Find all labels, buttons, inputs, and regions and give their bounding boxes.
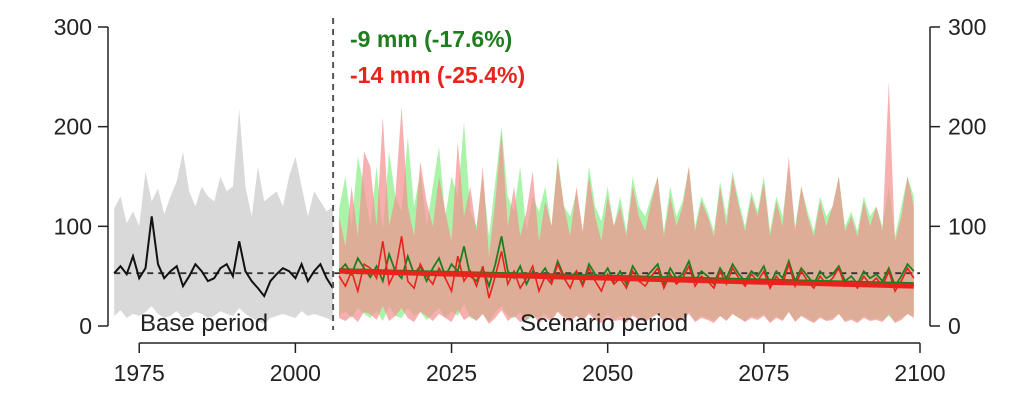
axes: 0 0 100 100 200 200 300 300 1975 2000 2025 2050 2075… [54,14,987,386]
x-tick-label: 2050 [582,360,633,386]
x-tick-label: 2075 [738,360,789,386]
x-tick-label: 2000 [270,360,321,386]
y-tick-label-left: 300 [54,14,92,40]
red-change-annotation: -14 mm (-25.4%) [350,62,525,88]
y-tick-label-right: 100 [948,213,986,239]
red-band [339,81,914,324]
x-tick-label: 2025 [426,360,477,386]
x-tick-label: 2100 [894,360,945,386]
y-tick-label-left: 200 [54,114,92,140]
green-change-annotation: -9 mm (-17.6%) [350,26,512,52]
y-tick-label-left: 100 [54,213,92,239]
green-series-line [338,236,915,290]
y-tick-label-left: 0 [79,313,92,339]
y-tick-label-right: 300 [948,14,986,40]
base-series-line [113,216,334,299]
scenario-period-label: Scenario period [520,310,688,337]
series-lines [113,216,920,299]
y-tick-label-right: 200 [948,114,986,140]
y-tick-label-right: 0 [948,313,961,339]
x-tick-label: 1975 [114,360,165,386]
base-period-label: Base period [140,310,268,337]
red-trend-line [339,268,914,289]
base-band [114,108,333,324]
uncertainty-bands [114,81,914,324]
